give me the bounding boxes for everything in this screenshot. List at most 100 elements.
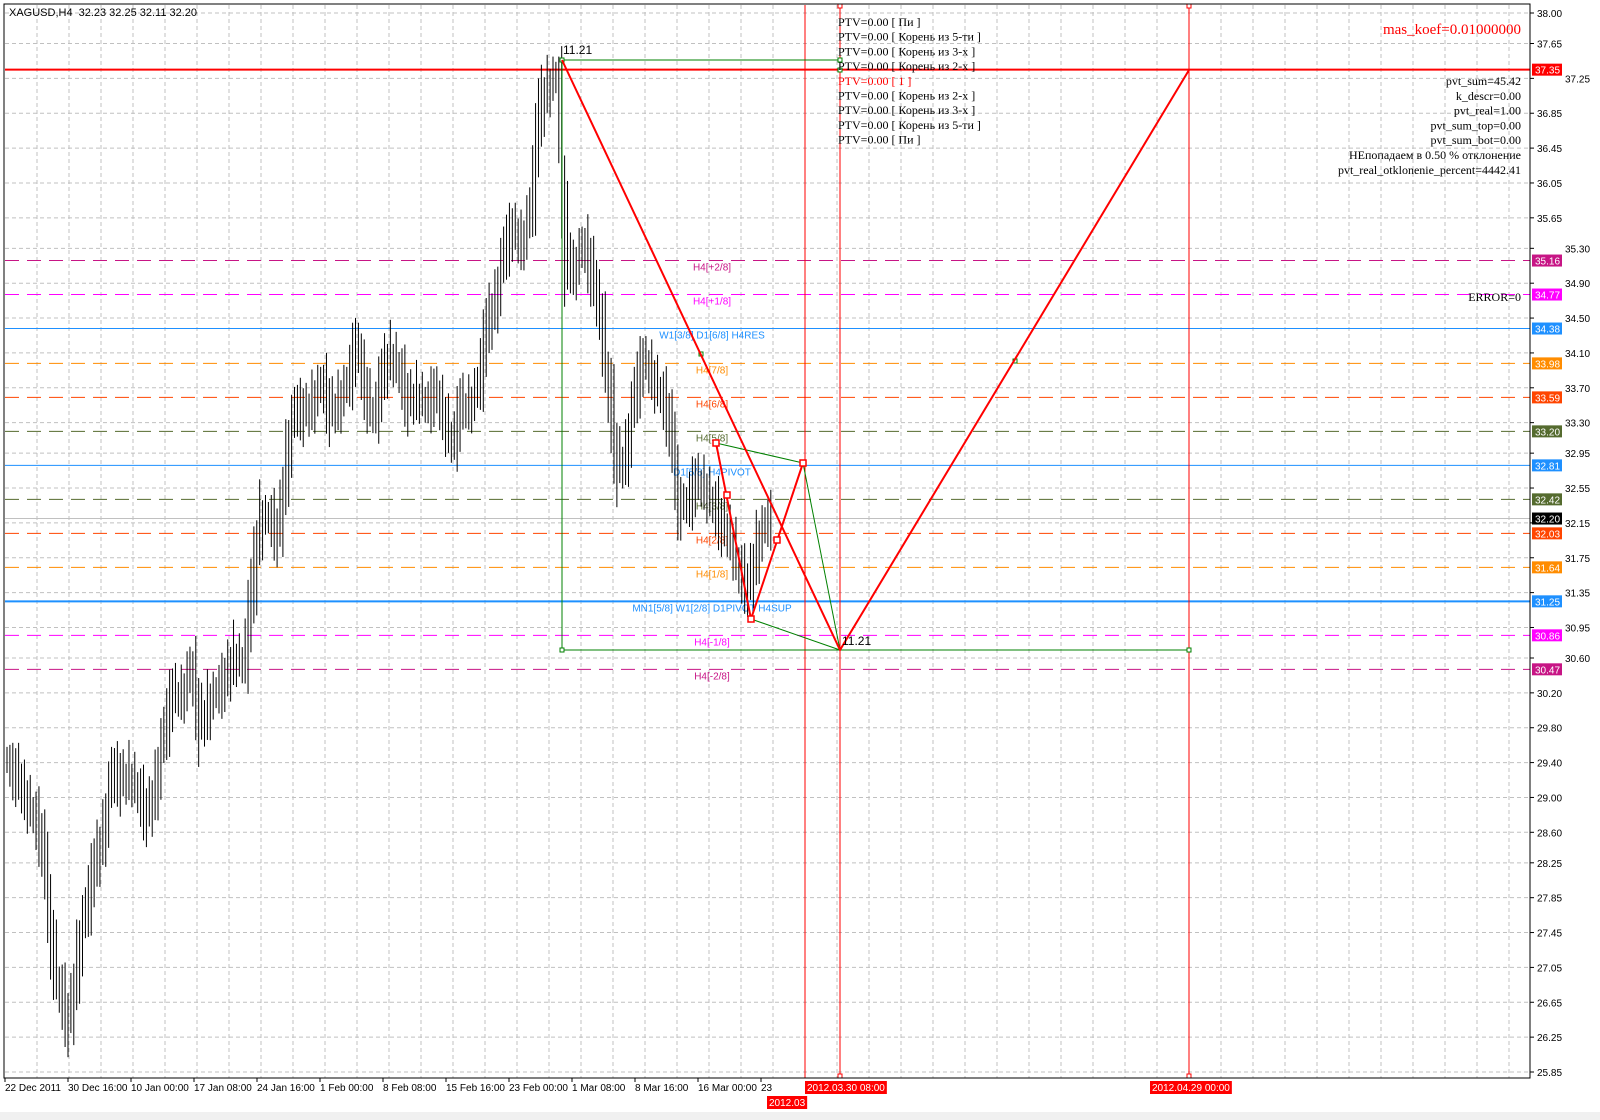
price-marker-label: 33.98 bbox=[1535, 359, 1560, 370]
symbol-label: XAGUSD,H4 32.23 32.25 32.11 32.20 bbox=[9, 7, 197, 19]
price-tick-label: 35.30 bbox=[1565, 244, 1590, 255]
anchor-point[interactable] bbox=[723, 491, 731, 499]
level-label: H4[-1/8] bbox=[694, 637, 730, 648]
anchor-point[interactable] bbox=[559, 647, 565, 653]
anchor-point[interactable] bbox=[773, 536, 781, 544]
time-tick-label: 8 Feb 08:00 bbox=[383, 1083, 437, 1094]
price-tick-label: 37.65 bbox=[1537, 40, 1562, 51]
price-marker bbox=[1532, 527, 1562, 540]
anchor-point[interactable] bbox=[747, 615, 755, 623]
level-label: MN1[5/8] W1[2/8] D1PIVOT H4SUP bbox=[632, 603, 792, 614]
price-marker-label: 30.47 bbox=[1535, 665, 1560, 676]
anchor-point[interactable] bbox=[837, 57, 843, 63]
time-tick-label: 17 Jan 08:00 bbox=[194, 1083, 252, 1094]
time-axis[interactable]: 22 Dec 2011 30 Dec 16:00 10 Jan 00:00 17 Ja… bbox=[4, 1077, 1530, 1109]
mas-koef-label: mas_koef=0.01000000 bbox=[1383, 22, 1521, 38]
price-tick-label: 29.00 bbox=[1537, 793, 1562, 804]
zigzag-line[interactable] bbox=[561, 59, 1190, 653]
ptv-line: PTV=0.00 [ 1 ] bbox=[838, 74, 911, 88]
level-label: H4[3/8] bbox=[696, 501, 728, 512]
time-marker-label: 2012.03 bbox=[769, 1098, 806, 1109]
anchor-point[interactable] bbox=[1186, 647, 1192, 653]
price-marker-label: 37.35 bbox=[1535, 66, 1560, 77]
price-tick-label: 27.05 bbox=[1537, 963, 1562, 974]
error-label: ERROR=0 bbox=[1468, 290, 1521, 304]
time-tick-label: 1 Feb 00:00 bbox=[320, 1083, 374, 1094]
time-marker bbox=[767, 1096, 808, 1109]
price-marker bbox=[1532, 357, 1562, 370]
level-label: H4[7/8] bbox=[696, 365, 728, 376]
info-line: pvt_sum_top=0.00 bbox=[1431, 118, 1521, 132]
plot-frame bbox=[3, 3, 1531, 1079]
price-marker-label: 34.77 bbox=[1535, 291, 1560, 302]
price-marker-label: 30.86 bbox=[1535, 631, 1560, 642]
price-tick-label: 26.65 bbox=[1537, 998, 1562, 1009]
level-label: H4[6/8] bbox=[696, 399, 728, 410]
ptv-line: PTV=0.00 [ Пи ] bbox=[838, 15, 921, 29]
price-marker-label: 31.64 bbox=[1535, 563, 1560, 574]
current-price-marker bbox=[1532, 512, 1562, 525]
level-label: D1[5/8] H4PIVOT bbox=[673, 467, 751, 478]
time-tick-label: 23 Feb 00:00 bbox=[509, 1083, 568, 1094]
price-tick-label: 31.35 bbox=[1565, 589, 1590, 600]
level-label: H4[2/8] bbox=[696, 535, 728, 546]
time-tick-label: 24 Jan 16:00 bbox=[257, 1083, 315, 1094]
price-marker-label: 32.03 bbox=[1535, 529, 1560, 540]
price-tick-label: 35.65 bbox=[1537, 214, 1562, 225]
fibo-line[interactable] bbox=[715, 442, 804, 464]
price-marker-label: 34.38 bbox=[1535, 325, 1560, 336]
info-line: pvt_sum=45.42 bbox=[1446, 74, 1521, 88]
ptv-line: PTV=0.00 [ Корень из 2-х ] bbox=[838, 59, 975, 73]
price-marker-label: 32.42 bbox=[1535, 495, 1560, 506]
price-tick-label: 26.25 bbox=[1537, 1033, 1562, 1044]
price-tick-label: 29.80 bbox=[1537, 724, 1562, 735]
anchor-point bbox=[1186, 1073, 1192, 1079]
price-tick-label: 36.85 bbox=[1537, 109, 1562, 120]
info-line: pvt_sum_bot=0.00 bbox=[1431, 133, 1521, 147]
price-marker bbox=[1532, 493, 1562, 506]
price-tick-label: 32.15 bbox=[1565, 519, 1590, 530]
fibo-top-value: 11.21 bbox=[563, 43, 592, 57]
time-tick-label: 30 Dec 16:00 bbox=[68, 1083, 128, 1094]
price-marker bbox=[1532, 425, 1562, 438]
price-tick-label: 37.25 bbox=[1565, 74, 1590, 85]
price-marker bbox=[1532, 322, 1562, 335]
level-label: W1[3/8] D1[6/8] H4RES bbox=[659, 331, 765, 342]
price-tick-label: 30.60 bbox=[1565, 654, 1590, 665]
drawing-objects[interactable] bbox=[559, 3, 1192, 1079]
time-marker-label: 2012.03.30 08:00 bbox=[807, 1083, 885, 1094]
price-tick-label: 28.60 bbox=[1537, 828, 1562, 839]
anchor-point[interactable] bbox=[837, 67, 843, 73]
time-tick-label: 15 Feb 16:00 bbox=[446, 1083, 505, 1094]
price-tick-label: 36.45 bbox=[1537, 144, 1562, 155]
price-marker-label: 31.25 bbox=[1535, 597, 1560, 608]
ptv-line: PTV=0.00 [ Корень из 2-х ] bbox=[838, 89, 975, 103]
time-tick-label: 8 Mar 16:00 bbox=[635, 1083, 689, 1094]
price-marker bbox=[1532, 391, 1562, 404]
time-tick-label: 23 bbox=[761, 1083, 773, 1094]
price-marker bbox=[1532, 254, 1562, 267]
price-tick-label: 27.85 bbox=[1537, 894, 1562, 905]
price-marker-label: 33.59 bbox=[1535, 393, 1560, 404]
time-marker bbox=[1150, 1081, 1232, 1094]
anchor-point[interactable] bbox=[712, 439, 720, 447]
info-line: k_descr=0.00 bbox=[1456, 89, 1521, 103]
current-price-label: 32.20 bbox=[1535, 515, 1560, 526]
fibo-line[interactable] bbox=[802, 462, 841, 651]
anchor-point[interactable] bbox=[799, 459, 807, 467]
price-tick-label: 34.10 bbox=[1565, 349, 1590, 360]
info-line: НЕпопадаем в 0.50 % отклонение bbox=[1349, 148, 1521, 162]
fibo-bottom-value: 11.21 bbox=[842, 634, 871, 648]
anchor-point bbox=[837, 3, 843, 9]
fibo-line[interactable] bbox=[750, 618, 841, 651]
price-tick-label: 29.40 bbox=[1537, 759, 1562, 770]
time-tick-label: 1 Mar 08:00 bbox=[572, 1083, 626, 1094]
price-tick-label: 36.05 bbox=[1537, 179, 1562, 190]
price-tick-label: 28.25 bbox=[1537, 859, 1562, 870]
price-tick-label: 30.95 bbox=[1565, 623, 1590, 634]
price-marker bbox=[1532, 629, 1562, 642]
price-tick-label: 25.85 bbox=[1537, 1068, 1562, 1079]
price-marker bbox=[1532, 595, 1562, 608]
